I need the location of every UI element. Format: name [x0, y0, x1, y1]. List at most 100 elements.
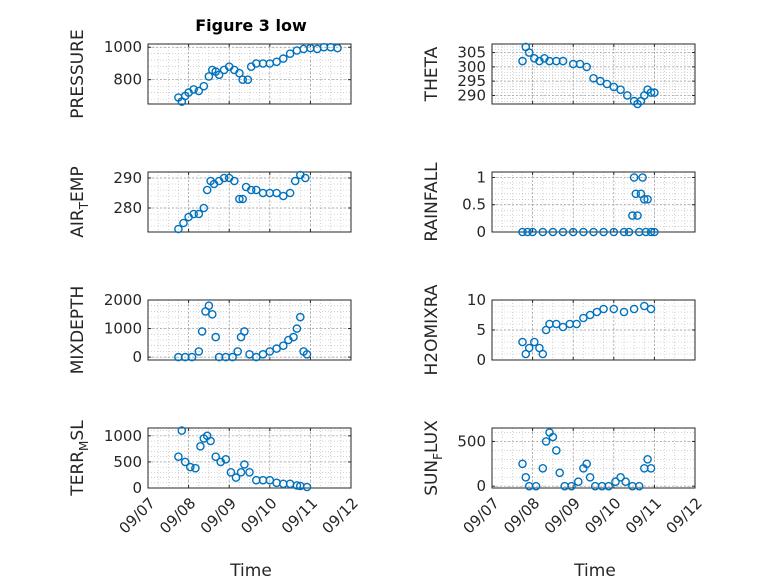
data-point [191, 463, 200, 473]
y-tick-label: 1000 [104, 427, 142, 445]
data-point [530, 337, 539, 347]
data-point [521, 472, 531, 482]
data-point [226, 467, 236, 477]
data-point [189, 209, 198, 219]
data-point [523, 227, 532, 237]
data-point [233, 347, 242, 356]
data-point [558, 322, 568, 332]
y-axis-label-sub: F [431, 453, 445, 460]
data-point [236, 467, 246, 477]
data-point [177, 426, 187, 435]
axes-box [491, 43, 696, 105]
axes-box [491, 171, 696, 233]
y-tick-label: 2000 [104, 291, 142, 309]
subplot-4: 0 1000 2000 MIXDEPTH [68, 286, 352, 374]
data-point [624, 227, 634, 237]
data-point [524, 48, 534, 57]
data-point [235, 68, 244, 78]
y-axis-label: AIRTEMP [68, 166, 91, 237]
y-tick-label: 10 [467, 291, 486, 309]
data-point [643, 454, 652, 464]
data-point [285, 49, 295, 59]
data-point [558, 227, 568, 237]
data-point [285, 188, 295, 198]
y-tick-label: 500 [457, 432, 486, 450]
y-axis-label-main: TERR [68, 451, 88, 497]
data-point [650, 88, 659, 97]
data-point [199, 81, 209, 91]
data-point [179, 218, 188, 228]
data-point [187, 352, 197, 362]
data-point [333, 43, 342, 53]
y-axis-label: TERRMSL [68, 420, 91, 497]
y-axis-label-sub: M [77, 441, 91, 451]
y-tick-label: 305 [457, 44, 486, 62]
y-tick-label: 0 [476, 223, 486, 241]
data-point [646, 463, 656, 473]
data-point [278, 191, 288, 201]
y-axis-label: THETA [422, 46, 442, 102]
data-point [567, 481, 576, 491]
data-point [548, 432, 558, 442]
data-point [199, 203, 209, 213]
data-point [619, 227, 629, 237]
data-point [243, 75, 253, 84]
data-point [292, 324, 302, 333]
data-point [194, 347, 204, 356]
data-point [292, 481, 302, 490]
y-tick-label: 300 [457, 58, 486, 76]
x-axis-label-right: Time [573, 561, 616, 581]
data-point [518, 337, 527, 347]
y-axis-label-main: RAINFALL [422, 162, 442, 242]
data-point [228, 352, 237, 362]
data-point [518, 227, 527, 237]
y-tick-label: 500 [113, 453, 142, 471]
y-tick-label: 280 [113, 199, 142, 217]
data-point [629, 173, 639, 182]
data-point [219, 173, 229, 183]
data-point [552, 446, 561, 455]
y-tick-label: 0 [476, 477, 486, 495]
data-point [646, 304, 656, 314]
data-point [602, 79, 612, 89]
data-point [604, 481, 614, 491]
y-axis-label: RAINFALL [422, 162, 442, 242]
data-point [180, 457, 190, 467]
y-tick-label: 0 [132, 348, 142, 366]
data-point [272, 188, 281, 198]
y-tick-label: 0 [132, 479, 142, 497]
y-axis-label-main: THETA [422, 46, 442, 102]
y-axis-label: SUNFLUX [422, 420, 445, 496]
data-point [229, 176, 239, 186]
data-point [231, 473, 241, 482]
data-point [574, 477, 583, 487]
axes-box [147, 171, 352, 233]
data-point [272, 57, 281, 67]
data-point [631, 189, 641, 199]
data-point [646, 88, 656, 97]
data-point [548, 227, 558, 237]
data-point [211, 452, 220, 462]
data-point [599, 304, 608, 314]
data-point [585, 310, 595, 320]
data-point [518, 459, 527, 469]
axes-box [147, 299, 352, 361]
data-point [216, 457, 225, 467]
data-point [568, 227, 578, 237]
data-point [295, 312, 305, 322]
data-point [638, 173, 647, 182]
data-point [589, 227, 598, 237]
data-point [194, 86, 204, 96]
data-point [538, 349, 548, 359]
data-point [278, 54, 288, 63]
data-point [641, 227, 651, 237]
data-point [235, 194, 244, 204]
data-point [214, 70, 224, 80]
y-axis-label-rest: SL [68, 420, 88, 441]
data-point [623, 91, 632, 100]
data-point [207, 309, 217, 319]
data-point [538, 227, 548, 237]
data-point [300, 173, 310, 183]
y-tick-label: 295 [457, 72, 486, 90]
